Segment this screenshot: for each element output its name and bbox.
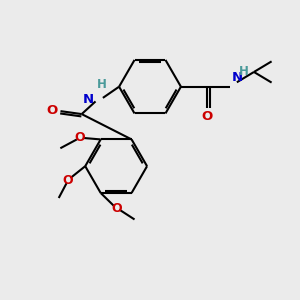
Text: O: O <box>46 104 58 117</box>
Text: N: N <box>82 93 94 106</box>
Text: N: N <box>231 71 242 84</box>
Text: O: O <box>112 202 122 215</box>
Text: O: O <box>202 110 213 123</box>
Text: H: H <box>97 78 106 92</box>
Text: H: H <box>239 65 249 78</box>
Text: O: O <box>74 131 85 144</box>
Text: O: O <box>62 174 73 187</box>
